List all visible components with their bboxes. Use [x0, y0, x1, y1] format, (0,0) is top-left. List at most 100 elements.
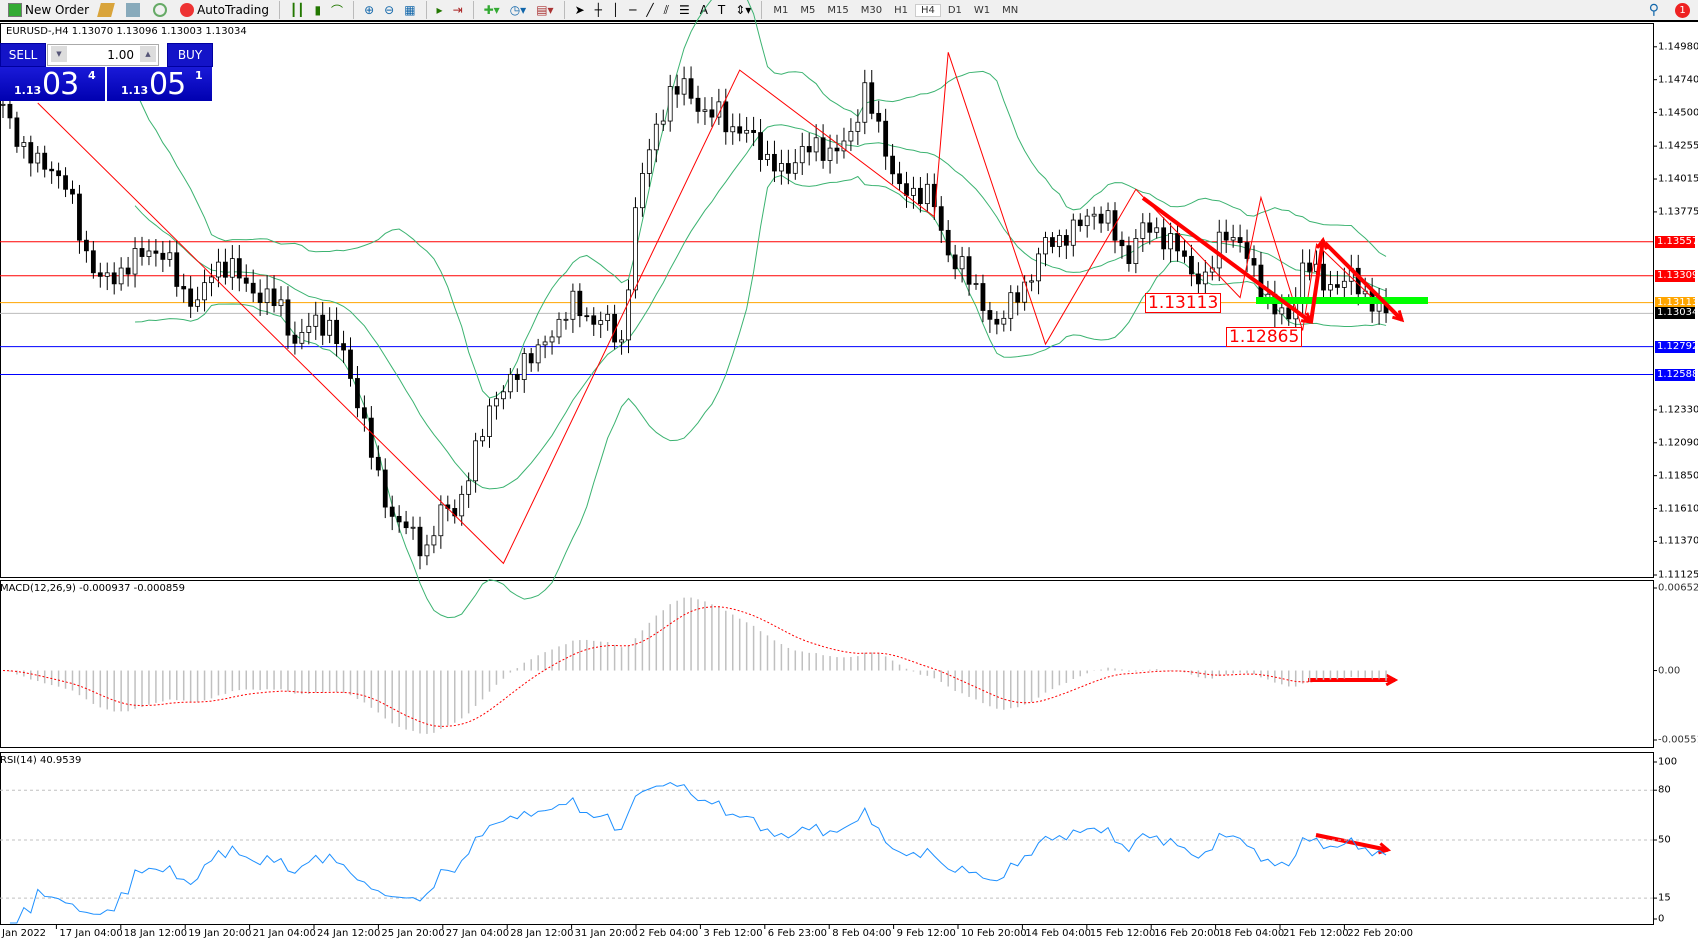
sell-button[interactable]: SELL [0, 43, 46, 67]
signal-button[interactable] [149, 1, 174, 19]
time-axis-label: 15 Feb 12:00 [1089, 928, 1156, 939]
level-price-tag: 1.13034 [1655, 307, 1698, 320]
candle-bull [118, 267, 124, 285]
candle-bull [1328, 284, 1333, 291]
candle-bull [1043, 237, 1048, 255]
bar-chart-button[interactable]: ┃┃ [286, 1, 308, 19]
bollinger-upper [134, 0, 1387, 399]
tile-windows-button[interactable]: ▦ [400, 1, 419, 19]
candlestick-button[interactable]: ▮ [310, 1, 325, 19]
candle-bull [216, 261, 221, 278]
time-axis-label: 22 Feb 20:00 [1347, 928, 1413, 939]
new-order-button[interactable]: New Order [4, 1, 93, 19]
candle-bear [257, 292, 263, 303]
candle-bull [1154, 227, 1160, 233]
bar-chart-icon: ┃┃ [289, 3, 305, 17]
lot-increase-button[interactable]: ▲ [140, 46, 156, 62]
candle-bear [577, 290, 583, 317]
timeframe-d1[interactable]: D1 [947, 4, 962, 16]
candle-bear [341, 343, 346, 351]
candle-bear [528, 353, 534, 364]
timeframe-m5[interactable]: M5 [800, 4, 816, 16]
level-price-tag: 1.12792 [1655, 340, 1698, 353]
candle-bear [417, 526, 423, 557]
fibonacci-button[interactable]: ☰ [675, 1, 694, 19]
candle-bear [174, 252, 180, 287]
candle-bear [688, 78, 694, 99]
candle-bull [1084, 215, 1090, 227]
time-axis-label: 31 Jan 20:00 [574, 928, 638, 939]
line-chart-button[interactable]: ⌒ [327, 1, 347, 19]
autoscroll-icon: ▸ [436, 3, 443, 17]
toolbar: New Order AutoTrading ┃┃ ▮ ⌒ ⊕ ⊖ ▦ ▸ ⇥ ✚… [0, 0, 1698, 22]
candle-bull [959, 256, 965, 270]
candle-bear [375, 456, 381, 471]
autoscroll-button[interactable]: ▸ [433, 1, 447, 19]
candle-bear [1119, 239, 1125, 247]
candle-bull [278, 299, 284, 307]
trend-arrow-head [1391, 309, 1405, 323]
candle-bull [209, 276, 214, 284]
trendline-button[interactable]: ╱ [642, 1, 657, 19]
candle-bear [806, 146, 812, 153]
indicators-button[interactable]: ✚▾ [480, 1, 504, 19]
time-axis-label: 9 Feb 12:00 [896, 928, 956, 939]
periods-button[interactable]: ◷▾ [506, 1, 531, 19]
candle-bear [1050, 237, 1055, 247]
candle-bull [167, 252, 173, 260]
candle-bear [945, 229, 951, 256]
crosshair-button[interactable]: ┼ [591, 1, 606, 19]
price-label-2[interactable]: 1.12865 [1226, 327, 1303, 347]
candle-bull [973, 283, 979, 285]
cursor-button[interactable]: ➤ [571, 1, 589, 19]
candle-bear [772, 153, 777, 172]
level-price-tag: 1.13113 [1655, 296, 1698, 309]
new-order-icon [8, 3, 22, 17]
candle-bull [195, 299, 201, 307]
timeframe-m15[interactable]: M15 [827, 4, 849, 16]
arrows-button[interactable]: ⇕▾ [731, 1, 755, 19]
zoom-in-button[interactable]: ⊕ [360, 1, 378, 19]
timeframe-w1[interactable]: W1 [973, 4, 991, 16]
candle-bull [1279, 307, 1285, 315]
chart-shift-button[interactable]: ⇥ [449, 1, 467, 19]
rsi-arrow [1315, 833, 1389, 852]
vertical-line-button[interactable]: │ [608, 1, 623, 19]
zoom-out-button[interactable]: ⊖ [380, 1, 398, 19]
candle-bull [549, 336, 555, 343]
buy-button[interactable]: BUY [167, 43, 213, 67]
autotrading-button[interactable]: AutoTrading [176, 1, 273, 19]
candle-bull [1105, 210, 1111, 224]
separator [278, 1, 280, 19]
sell-price-pips: 03 [42, 67, 79, 102]
price-label-1[interactable]: 1.13113 [1145, 293, 1222, 313]
candle-bear [1015, 292, 1021, 303]
timeframe-m1[interactable]: M1 [773, 4, 789, 16]
timeframe-mn[interactable]: MN [1002, 4, 1019, 16]
text-label-button[interactable]: T [714, 1, 729, 19]
signals-button[interactable] [122, 1, 147, 19]
candle-bear [1307, 262, 1312, 272]
lot-size-input[interactable]: 1.00 [47, 44, 159, 66]
candle-bear [966, 256, 972, 285]
time-axis-label: 18 Jan 12:00 [123, 928, 188, 939]
candle-bear [1286, 307, 1292, 320]
lot-decrease-button[interactable]: ▼ [51, 46, 67, 62]
timeframe-h4[interactable]: H4 [914, 3, 941, 17]
sell-price[interactable]: 1.13 03 4 [0, 67, 105, 102]
search-icon[interactable]: ⚲ [1648, 2, 1659, 18]
equidistant-channel-button[interactable]: ⫽ [660, 1, 673, 19]
candle-bull [1057, 235, 1062, 247]
candle-bear [897, 173, 902, 185]
candle-bull [744, 129, 750, 134]
horizontal-line-button[interactable]: ─ [625, 1, 640, 19]
notification-badge[interactable]: 1 [1675, 2, 1690, 18]
candle-bear [111, 272, 117, 285]
candle-bull [605, 313, 611, 322]
buy-price[interactable]: 1.13 05 1 [107, 67, 212, 102]
new-order-label: New Order [25, 3, 90, 17]
templates-button[interactable]: ▤▾ [532, 1, 557, 19]
timeframe-m30[interactable]: M30 [860, 4, 883, 16]
timeframe-h1[interactable]: H1 [894, 4, 908, 16]
